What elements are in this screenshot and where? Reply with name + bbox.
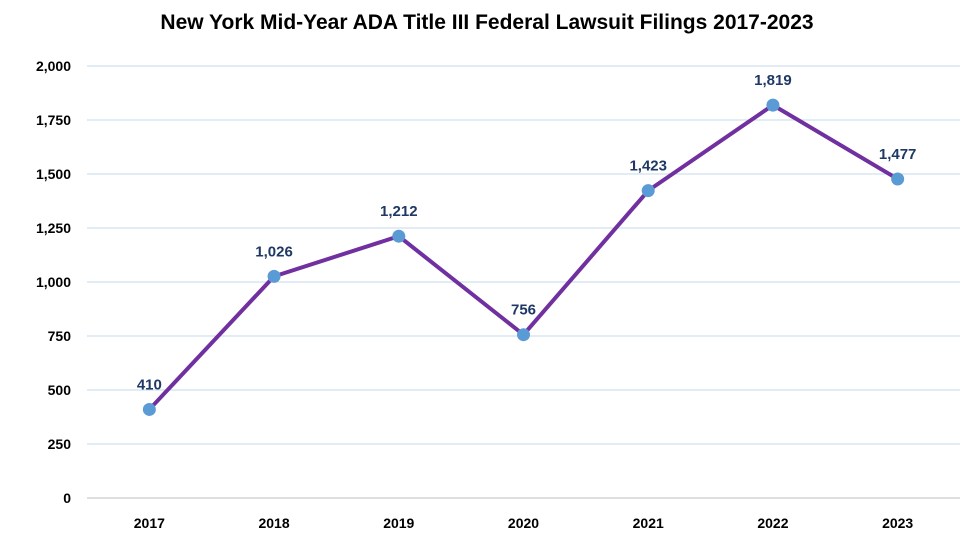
y-tick-label: 1,000 bbox=[36, 274, 71, 290]
y-tick-label: 2,000 bbox=[36, 58, 71, 74]
data-label: 1,819 bbox=[754, 72, 792, 89]
x-tick-label: 2018 bbox=[258, 515, 289, 531]
y-tick-label: 500 bbox=[48, 382, 72, 398]
data-labels-layer: 410 1,026 1,212 756 1,423 1,819 1,477 bbox=[137, 72, 917, 393]
data-point-marker bbox=[142, 402, 156, 416]
data-label: 1,212 bbox=[380, 203, 418, 220]
x-tick-label: 2017 bbox=[134, 515, 165, 531]
y-tick-label: 1,750 bbox=[36, 112, 71, 128]
data-label: 1,423 bbox=[629, 158, 667, 175]
data-point-marker bbox=[891, 172, 905, 186]
data-point-marker bbox=[517, 328, 530, 342]
x-tick-label: 2019 bbox=[383, 515, 414, 531]
data-label: 410 bbox=[137, 376, 162, 393]
y-tick-label: 1,250 bbox=[36, 220, 71, 236]
x-axis-tick-labels: 2017 2018 2019 2020 2021 2022 2023 bbox=[134, 515, 914, 531]
markers-layer bbox=[142, 98, 905, 416]
data-point-marker bbox=[392, 229, 406, 243]
data-point-marker bbox=[766, 98, 780, 112]
data-label: 756 bbox=[511, 302, 536, 319]
data-label: 1,026 bbox=[255, 243, 293, 260]
x-tick-label: 2022 bbox=[757, 515, 788, 531]
data-point-marker bbox=[267, 269, 281, 283]
x-tick-label: 2020 bbox=[508, 515, 539, 531]
x-tick-label: 2021 bbox=[633, 515, 664, 531]
y-axis-tick-labels: 0 250 500 750 1,000 1,250 1,500 1,750 2,000 bbox=[36, 58, 71, 506]
data-point-marker bbox=[641, 184, 655, 198]
y-tick-label: 1,500 bbox=[36, 166, 71, 182]
data-label: 1,477 bbox=[879, 146, 917, 163]
y-tick-label: 750 bbox=[48, 328, 72, 344]
y-tick-label: 0 bbox=[63, 490, 71, 506]
y-tick-label: 250 bbox=[48, 436, 72, 452]
gridlines bbox=[87, 65, 960, 499]
x-tick-label: 2023 bbox=[882, 515, 913, 531]
chart-title: New York Mid-Year ADA Title III Federal … bbox=[160, 11, 813, 34]
